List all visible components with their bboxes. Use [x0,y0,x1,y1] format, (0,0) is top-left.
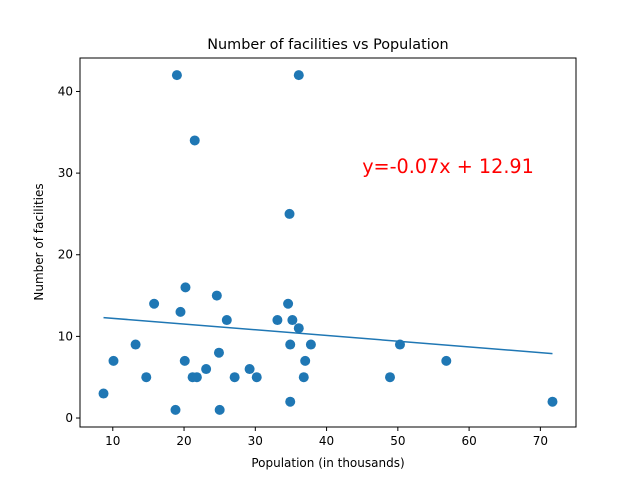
data-point [211,290,222,301]
x-tick-label: 50 [390,434,405,448]
data-point [272,315,283,326]
data-point [170,404,181,415]
data-point [251,372,262,383]
data-point [221,315,232,326]
axes-border [79,57,577,428]
y-tick-label: 10 [58,329,73,343]
x-axis-label: Population (in thousands) [251,456,404,470]
data-point [141,372,152,383]
data-point [229,372,240,383]
regression-equation-annotation: y=-0.07x + 12.91 [362,155,534,178]
data-point [287,315,298,326]
data-point [244,364,255,375]
y-tick-label: 20 [58,248,73,262]
data-point [171,70,182,81]
data-point [108,355,119,366]
data-point [149,298,160,309]
data-point [300,355,311,366]
data-point [179,355,190,366]
data-point [213,347,224,358]
regression-line [103,316,553,355]
chart-title: Number of facilities vs Population [207,37,448,53]
data-point [214,404,225,415]
data-point [293,323,304,334]
points-layer [98,70,558,415]
data-point [285,396,296,407]
regression-layer [103,316,553,355]
x-tick-label: 40 [319,434,334,448]
x-tick-label: 10 [105,434,120,448]
data-point [189,135,200,146]
data-point [285,339,296,350]
data-point [547,396,558,407]
data-point [385,372,395,383]
data-point [130,339,141,350]
y-axis-ticks: 0 10 20 30 40 [58,84,80,425]
data-point [98,388,109,399]
data-point [180,282,191,293]
x-tick-label: 70 [533,434,548,448]
data-point [441,355,452,366]
y-axis-label: Number of facilities [32,183,46,300]
data-point [284,208,295,219]
data-point [201,364,212,375]
data-point [394,339,405,350]
data-point [298,372,309,383]
x-axis-ticks: 10 20 30 40 50 60 70 [105,427,548,448]
data-point [175,306,186,317]
data-point [283,298,294,309]
y-tick-label: 30 [58,166,73,180]
axes-frame [79,57,577,428]
y-tick-label: 0 [65,411,73,425]
data-point [191,372,202,383]
data-point [293,70,304,81]
x-tick-label: 60 [461,434,476,448]
data-point [305,339,316,350]
y-tick-label: 40 [58,84,73,98]
x-tick-label: 20 [176,434,191,448]
x-tick-label: 30 [248,434,263,448]
